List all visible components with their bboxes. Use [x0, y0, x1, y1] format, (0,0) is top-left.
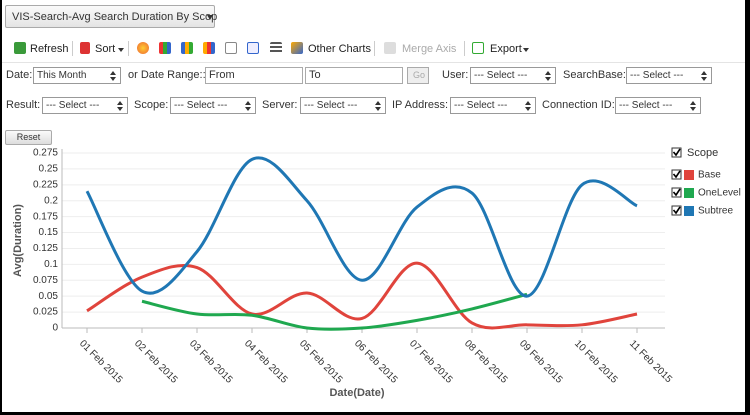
x-tick-label: 02 Feb 2015: [132, 338, 180, 386]
date-select[interactable]: This Month: [33, 67, 121, 84]
checkmark: [672, 188, 681, 197]
other-charts-icon: [291, 42, 303, 54]
filter-label: Server:: [262, 99, 298, 111]
filter-label: SearchBase:: [563, 69, 626, 81]
x-tick-label: 09 Feb 2015: [517, 338, 565, 386]
separator: [464, 41, 465, 56]
stacked-chart-icon[interactable]: [203, 42, 215, 54]
y-tick-label: 0.15: [39, 227, 59, 238]
filter-label: User:: [442, 69, 469, 81]
legend-label: Base: [698, 170, 721, 181]
server-select[interactable]: --- Select ---: [300, 97, 386, 114]
checkmark: [672, 148, 681, 157]
searchbase-select[interactable]: --- Select ---: [626, 67, 712, 84]
filter-label: Result:: [6, 99, 41, 111]
sort-icon: [80, 42, 90, 54]
dropdown-arrow: [523, 48, 529, 52]
report-select[interactable]: VIS-Search-Avg Search Duration By Scop: [5, 5, 218, 28]
report-select-text: VIS-Search-Avg Search Duration By Scop: [12, 11, 218, 23]
filter-label: or Date Range::: [128, 69, 206, 81]
refresh-icon: [14, 42, 26, 54]
separator: [374, 41, 375, 56]
connection-select[interactable]: --- Select ---: [615, 97, 701, 114]
x-tick-label: 06 Feb 2015: [352, 338, 400, 386]
sort-button[interactable]: Sort: [95, 43, 116, 55]
y-tick-label: 0.2: [44, 195, 58, 206]
filter-label: Scope:: [134, 99, 169, 111]
y-axis-label: Avg(Duration): [12, 204, 24, 277]
spline-chart-icon[interactable]: [247, 42, 259, 54]
x-tick-label: 08 Feb 2015: [462, 338, 510, 386]
x-tick-label: 05 Feb 2015: [297, 338, 345, 386]
y-tick-label: 0: [52, 323, 58, 334]
y-tick-label: 0.225: [33, 179, 58, 190]
y-tick-label: 0.175: [33, 211, 58, 222]
legend-checkbox: [671, 169, 682, 180]
legend-checkbox: [671, 147, 682, 158]
to-input[interactable]: To: [305, 67, 403, 84]
x-axis-label: Date(Date): [329, 387, 384, 399]
bar-chart-icon[interactable]: [159, 42, 171, 54]
scope-select[interactable]: --- Select ---: [170, 97, 256, 114]
ip-select[interactable]: --- Select ---: [450, 97, 536, 114]
series-line: [141, 292, 528, 331]
y-tick-label: 0.125: [33, 243, 58, 254]
filter-label: Date:: [6, 69, 33, 81]
line-chart-icon[interactable]: [225, 42, 237, 54]
toolbar-divider: [2, 62, 745, 63]
y-tick-label: 0.25: [39, 164, 59, 175]
merge-axis-icon: [384, 42, 396, 54]
result-select[interactable]: --- Select ---: [42, 97, 128, 114]
legend-swatch[interactable]: [684, 188, 694, 198]
from-input[interactable]: From: [205, 67, 303, 84]
y-tick-label: 0.075: [33, 275, 58, 286]
x-tick-label: 07 Feb 2015: [407, 338, 455, 386]
other-charts-button[interactable]: Other Charts: [308, 43, 371, 55]
dropdown-arrow: [118, 48, 124, 52]
merge-axis-button: Merge Axis: [402, 43, 457, 55]
export-button[interactable]: Export: [490, 43, 522, 55]
legend-checkbox: [671, 187, 682, 198]
y-tick-label: 0.1: [44, 259, 58, 270]
checkmark: [672, 170, 681, 179]
x-tick-label: 04 Feb 2015: [242, 338, 290, 386]
column-chart-icon[interactable]: [181, 42, 193, 54]
filter-label: IP Address:: [392, 99, 449, 111]
legend-swatch[interactable]: [684, 206, 694, 216]
legend-checkbox: [671, 205, 682, 216]
checkmark: [672, 206, 681, 215]
y-tick-label: 0.025: [33, 307, 58, 318]
series-line: [85, 156, 638, 298]
dropdown-arrow: [207, 15, 213, 20]
legend-label: OneLevel: [698, 188, 741, 199]
x-tick-label: 01 Feb 2015: [77, 338, 125, 386]
x-tick-label: 11 Feb 2015: [627, 338, 674, 385]
export-icon: [472, 42, 484, 54]
y-tick-label: 0.05: [39, 291, 59, 302]
separator: [72, 41, 73, 56]
series-line: [86, 261, 638, 330]
user-select[interactable]: --- Select ---: [470, 67, 556, 84]
pie-chart-icon[interactable]: [137, 42, 149, 54]
y-tick-label: 0.275: [33, 148, 58, 159]
refresh-button[interactable]: Refresh: [30, 43, 69, 55]
go-button[interactable]: Go: [407, 67, 429, 84]
x-tick-label: 03 Feb 2015: [187, 338, 235, 386]
legend-title: Scope: [687, 147, 718, 159]
legend-swatch[interactable]: [684, 170, 694, 180]
filter-label: Connection ID:: [542, 99, 615, 111]
table-icon[interactable]: [270, 42, 282, 54]
separator: [128, 41, 129, 56]
legend-label: Subtree: [698, 206, 733, 217]
x-tick-label: 10 Feb 2015: [572, 338, 620, 386]
reset-button[interactable]: Reset: [5, 130, 52, 145]
